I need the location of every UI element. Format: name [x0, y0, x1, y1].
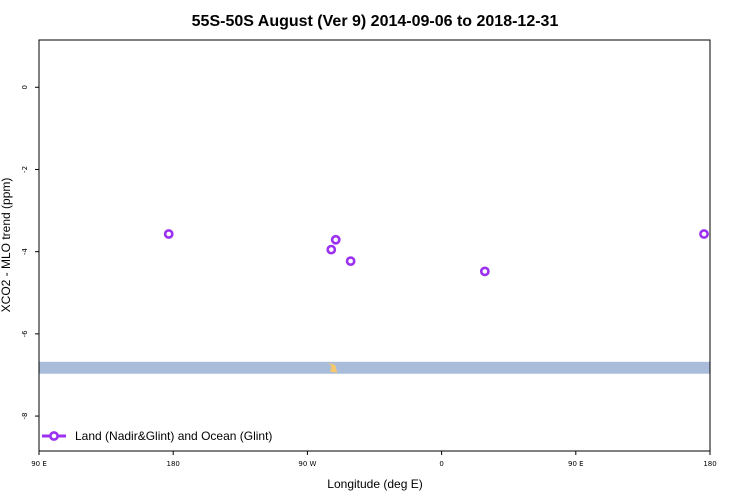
legend-marker [49, 431, 59, 441]
y-tick-label: -2 [21, 166, 29, 173]
y-axis: 0 -2 -4 -6 -8 [21, 85, 39, 420]
y-tick-label: -6 [21, 330, 29, 338]
data-point [479, 266, 490, 277]
plot-frame [38, 39, 711, 452]
ocean-strip [39, 361, 710, 374]
x-axis: 90 E 180 90 W 0 90 E 180 [31, 451, 717, 468]
data-point [163, 229, 174, 239]
x-tick-label: 90 W [298, 460, 316, 468]
data-point [699, 229, 709, 239]
data-point [330, 234, 341, 245]
legend-label: Land (Nadir&Glint) and Ocean (Glint) [75, 429, 272, 443]
x-tick-label: 180 [703, 460, 716, 468]
data-point [345, 256, 356, 267]
data-point [326, 244, 337, 255]
x-tick-label: 180 [167, 460, 180, 468]
y-tick-label: -8 [21, 413, 29, 420]
y-tick-label: 0 [21, 85, 29, 89]
legend: Land (Nadir&Glint) and Ocean (Glint) [42, 429, 272, 443]
land-patch [328, 362, 338, 373]
map-strip [39, 361, 710, 374]
x-tick-label: 90 E [568, 460, 584, 468]
x-axis-label: Longitude (deg E) [327, 477, 422, 491]
x-tick-label: 0 [439, 460, 443, 468]
y-tick-label: -4 [21, 248, 29, 256]
data-points [163, 229, 709, 277]
chart-title: 55S-50S August (Ver 9) 2014-09-06 to 201… [192, 13, 559, 30]
y-axis-label: XCO2 - MLO trend (ppm) [0, 178, 13, 313]
x-tick-label: 90 E [31, 460, 47, 468]
